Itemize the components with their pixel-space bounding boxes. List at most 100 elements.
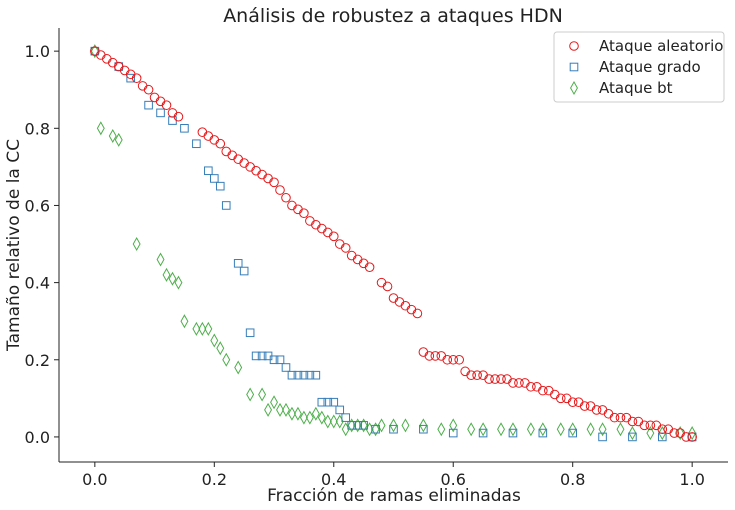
data-point xyxy=(340,243,351,253)
y-tick-label: 1.0 xyxy=(25,42,50,61)
data-point xyxy=(598,432,607,442)
data-point xyxy=(293,204,303,215)
data-point xyxy=(687,432,697,442)
data-point xyxy=(114,62,124,71)
data-point xyxy=(442,354,453,365)
data-point xyxy=(168,116,177,125)
data-point xyxy=(233,154,243,164)
data-point xyxy=(394,297,405,307)
data-point xyxy=(198,321,207,336)
data-point xyxy=(556,422,565,437)
data-point xyxy=(609,412,620,423)
data-point xyxy=(586,422,595,437)
data-point xyxy=(221,201,231,210)
data-point xyxy=(388,293,399,303)
data-point xyxy=(401,418,410,433)
data-point xyxy=(538,385,548,396)
legend-label: Ataque bt xyxy=(599,79,673,97)
x-tick-label: 0.6 xyxy=(441,470,466,489)
y-tick-label: 0.4 xyxy=(25,274,50,293)
data-point xyxy=(591,405,602,415)
data-point xyxy=(633,416,644,427)
data-point xyxy=(269,177,279,188)
data-point xyxy=(497,422,505,437)
y-tick-label: 0.0 xyxy=(25,428,50,447)
data-point xyxy=(424,351,435,361)
legend-marker xyxy=(569,41,579,51)
data-point xyxy=(293,370,303,380)
data-point xyxy=(329,414,338,429)
data-point xyxy=(430,351,441,361)
data-point xyxy=(323,414,332,429)
data-point xyxy=(204,166,213,176)
data-point xyxy=(168,271,177,286)
data-point xyxy=(258,387,267,402)
data-point xyxy=(239,158,249,168)
data-point xyxy=(155,96,166,107)
data-point xyxy=(568,422,577,437)
data-point xyxy=(352,254,363,265)
data-point xyxy=(526,422,535,437)
data-point xyxy=(514,378,524,388)
data-point xyxy=(257,351,267,361)
data-point xyxy=(615,412,626,423)
data-point xyxy=(335,405,345,415)
data-point xyxy=(555,393,566,404)
data-point xyxy=(376,277,387,288)
legend-item: Ataque aleatorio xyxy=(569,37,723,55)
data-point xyxy=(131,73,142,83)
x-tick-label: 1.0 xyxy=(679,470,704,489)
data-point xyxy=(508,422,517,437)
data-point xyxy=(299,370,309,380)
data-point xyxy=(484,374,494,384)
data-point xyxy=(234,360,243,375)
data-point xyxy=(448,428,458,438)
data-point xyxy=(114,132,123,147)
chart-title: Análisis de robustez a ataques HDN xyxy=(223,5,563,27)
data-point xyxy=(502,374,512,384)
x-tick-label: 0.4 xyxy=(321,470,346,489)
data-point xyxy=(561,393,572,404)
data-point xyxy=(287,370,297,380)
data-point xyxy=(490,374,500,384)
data-point xyxy=(287,406,296,421)
data-point xyxy=(412,308,423,319)
data-point xyxy=(276,402,284,417)
series-diamond xyxy=(90,44,697,441)
x-tick-label: 0.0 xyxy=(82,470,107,489)
data-point xyxy=(167,108,178,118)
data-point xyxy=(281,363,291,372)
data-point xyxy=(526,381,536,392)
data-point xyxy=(371,424,380,434)
data-point xyxy=(209,135,220,145)
data-point xyxy=(126,73,135,83)
legend-item: Ataque bt xyxy=(570,79,673,97)
data-point xyxy=(406,304,417,315)
series-circle xyxy=(90,46,697,442)
data-point xyxy=(359,421,368,430)
data-point xyxy=(389,418,398,433)
data-point xyxy=(449,418,458,433)
data-point xyxy=(347,421,356,430)
data-point xyxy=(568,428,577,438)
data-point xyxy=(221,146,232,157)
data-point xyxy=(573,397,584,408)
data-point xyxy=(328,231,339,242)
data-point xyxy=(688,426,697,441)
data-point xyxy=(96,121,105,136)
x-axis-ticks: 0.0 0.2 0.4 0.6 0.8 1.0 xyxy=(82,462,705,489)
data-point xyxy=(245,328,255,338)
data-point xyxy=(216,341,225,356)
data-point xyxy=(281,192,291,203)
data-point xyxy=(400,300,411,311)
data-point xyxy=(520,378,530,388)
data-point xyxy=(437,422,446,437)
data-point xyxy=(628,432,637,442)
data-point xyxy=(305,370,315,380)
data-point xyxy=(508,378,518,388)
data-point xyxy=(364,262,375,272)
data-point xyxy=(113,61,124,72)
data-point xyxy=(317,397,327,407)
data-point xyxy=(269,355,279,365)
